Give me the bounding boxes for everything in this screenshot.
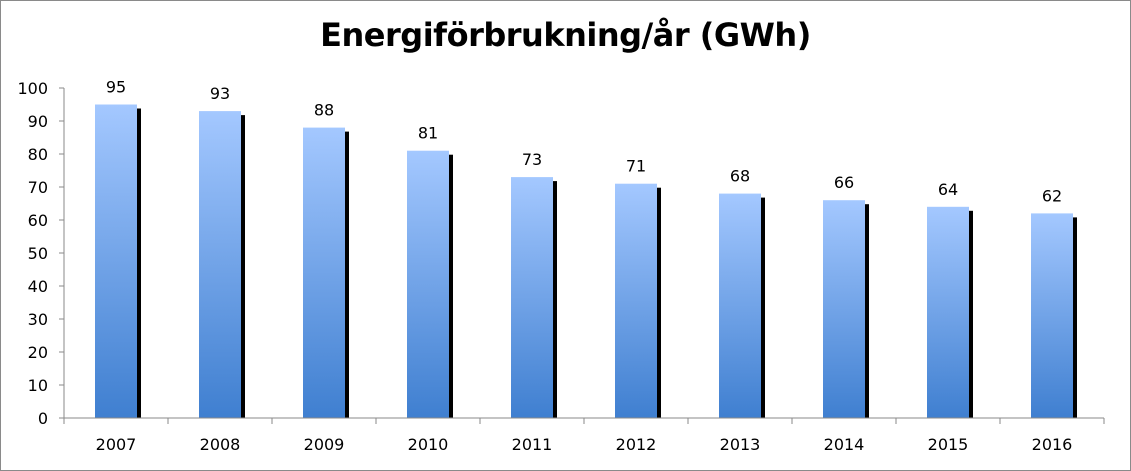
x-tick-label-2012: 2012: [616, 435, 657, 454]
bar-2015: [927, 206, 969, 418]
axes-layer: [59, 87, 1105, 424]
bar-shadow-2014: [865, 204, 869, 418]
x-tick-label-2007: 2007: [96, 435, 137, 454]
y-tick-label-80: 80: [28, 145, 48, 164]
x-tick-label-2008: 2008: [200, 435, 241, 454]
bar-2011: [511, 177, 553, 418]
y-tick-label-10: 10: [28, 376, 48, 395]
data-label-2007: 95: [106, 78, 126, 97]
bar-2013: [719, 193, 761, 418]
chart-title: Energiförbrukning/år (GWh): [320, 16, 811, 54]
bar-2008: [199, 111, 241, 418]
x-tick-label-2011: 2011: [512, 435, 553, 454]
data-label-2013: 68: [730, 167, 750, 186]
bar-shadow-2009: [345, 131, 349, 418]
y-tick-label-90: 90: [28, 112, 48, 131]
bar-2014: [823, 200, 865, 418]
data-label-2009: 88: [314, 101, 334, 120]
bar-2012: [615, 183, 657, 418]
x-tick-label-2010: 2010: [408, 435, 449, 454]
y-tick-labels: 0 10 20 30 40 50 60 70 80 90 100: [17, 79, 48, 428]
data-label-2012: 71: [626, 157, 646, 176]
bar-shadow-2010: [449, 154, 453, 418]
bars-layer: [95, 104, 1077, 418]
data-label-2011: 73: [522, 150, 542, 169]
x-tick-labels: 2007 2008 2009 2010 2011 2012 2013 2014 2015 2016: [96, 435, 1073, 454]
bar-shadow-2016: [1073, 217, 1077, 418]
data-label-2014: 66: [834, 173, 854, 192]
data-labels: 95 93 88 81 73 71 68 66 64 62: [106, 78, 1062, 206]
data-label-2008: 93: [210, 84, 230, 103]
x-tick-label-2013: 2013: [720, 435, 761, 454]
x-tick-label-2015: 2015: [928, 435, 969, 454]
y-tick-label-60: 60: [28, 211, 48, 230]
x-tick-label-2016: 2016: [1032, 435, 1073, 454]
bar-2009: [303, 127, 345, 418]
bar-shadow-2015: [969, 210, 973, 418]
y-tick-label-50: 50: [28, 244, 48, 263]
y-tick-label-70: 70: [28, 178, 48, 197]
data-label-2010: 81: [418, 124, 438, 143]
y-tick-label-20: 20: [28, 343, 48, 362]
y-tick-label-40: 40: [28, 277, 48, 296]
y-tick-label-30: 30: [28, 310, 48, 329]
data-label-2015: 64: [938, 180, 958, 199]
x-tick-label-2014: 2014: [824, 435, 865, 454]
bar-2010: [407, 150, 449, 418]
bar-shadow-2011: [553, 181, 557, 418]
bar-2016: [1031, 213, 1073, 418]
data-label-2016: 62: [1042, 186, 1062, 205]
y-tick-label-100: 100: [17, 79, 48, 98]
bar-2007: [95, 104, 137, 418]
x-tick-label-2009: 2009: [304, 435, 345, 454]
bar-shadow-2007: [137, 108, 141, 418]
bar-shadow-2012: [657, 187, 661, 418]
bar-shadow-2008: [241, 115, 245, 418]
bar-shadow-2013: [761, 197, 765, 418]
y-tick-label-0: 0: [38, 409, 48, 428]
